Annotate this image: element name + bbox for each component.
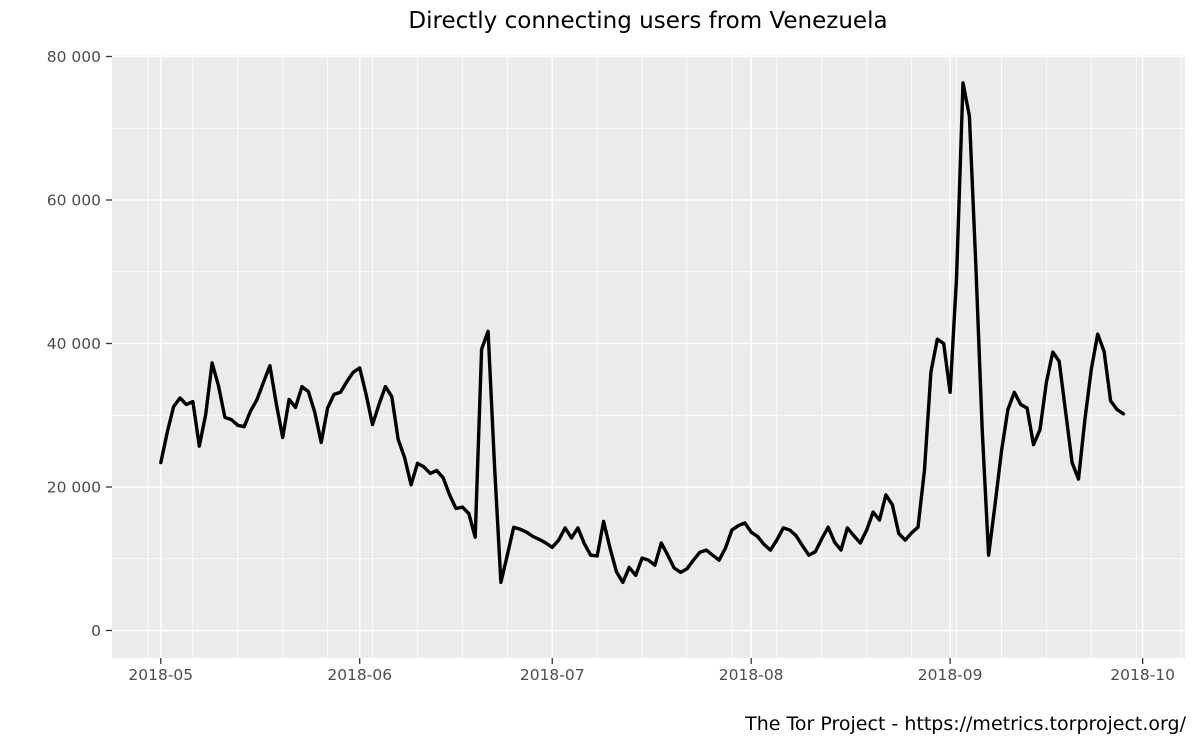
major-gridlines	[112, 55, 1185, 658]
plot-area	[112, 55, 1185, 658]
x-tick-label: 2018-10	[1110, 666, 1175, 684]
axis-tick-marks	[106, 55, 1144, 664]
x-tick-label: 2018-07	[520, 666, 585, 684]
chart-title: Directly connecting users from Venezuela	[408, 8, 887, 34]
y-tick-label: 0	[91, 622, 101, 640]
x-tick-label: 2018-05	[128, 666, 193, 684]
y-tick-label: 60 000	[47, 192, 101, 210]
y-tick-label: 80 000	[47, 48, 101, 66]
attribution-text: The Tor Project - https://metrics.torpro…	[744, 713, 1186, 735]
x-tick-label: 2018-09	[918, 666, 983, 684]
y-tick-label: 40 000	[47, 335, 101, 353]
axis-tick-labels: 0 20 000 40 000 60 000 80 000 2018-05 2018-06 2…	[47, 48, 1175, 684]
x-tick-label: 2018-08	[719, 666, 784, 684]
data-series	[159, 81, 1126, 585]
users-data-line	[159, 81, 1126, 585]
y-tick-label: 20 000	[47, 479, 101, 497]
x-tick-label: 2018-06	[327, 666, 392, 684]
